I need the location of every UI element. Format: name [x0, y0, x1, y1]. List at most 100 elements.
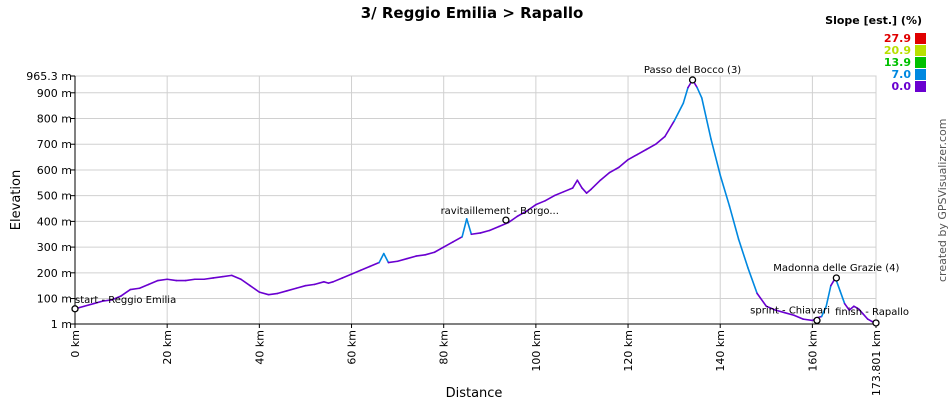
elevation-segment: [507, 215, 519, 224]
elevation-segment: [765, 305, 777, 311]
elevation-segment: [608, 166, 620, 174]
elevation-segment: [756, 292, 768, 308]
legend-value: 0.0: [892, 80, 912, 93]
elevation-segment: [286, 287, 298, 292]
waypoint-label: ravitaillement - Borgo...: [441, 206, 559, 217]
elevation-series: [74, 79, 877, 324]
legend-swatch: [915, 33, 926, 44]
x-tick-label: 160 km: [806, 330, 819, 372]
elevation-segment: [157, 278, 168, 282]
waypoint-marker: [872, 319, 880, 327]
x-tick-label: 100 km: [530, 330, 543, 372]
elevation-segment: [737, 238, 749, 269]
elevation-segment: [793, 314, 804, 320]
y-axis-title: Elevation: [9, 170, 24, 230]
y-tick-label: 300 m: [37, 241, 72, 254]
elevation-segment: [576, 179, 583, 189]
elevation-segment: [488, 225, 500, 232]
elevation-segment: [203, 277, 215, 281]
y-tick-label: 500 m: [37, 190, 72, 203]
elevation-segment: [83, 302, 95, 308]
elevation-segment: [571, 179, 579, 189]
legend-title: Slope [est.] (%): [825, 14, 922, 27]
elevation-segment: [599, 171, 611, 182]
y-tick-label: 100 m: [37, 293, 72, 306]
x-tick-label: 173.801 km: [870, 330, 883, 396]
elevation-segment: [802, 318, 814, 322]
y-tick-label: 1 m: [51, 318, 72, 331]
elevation-segment: [825, 284, 832, 308]
elevation-segment: [553, 191, 565, 197]
elevation-segment: [378, 252, 385, 264]
elevation-segment: [728, 205, 740, 241]
legend-value: 7.0: [892, 68, 912, 81]
elevation-segment: [221, 274, 233, 278]
waypoint-label: start - Reggio Emilia: [75, 295, 176, 306]
elevation-segment: [696, 86, 703, 99]
legend-value: 20.9: [884, 44, 911, 57]
elevation-segment: [341, 273, 353, 279]
elevation-segment: [212, 275, 224, 279]
elevation-segment: [452, 236, 463, 243]
elevation-segment: [406, 255, 417, 260]
x-tick-label: 80 km: [438, 330, 451, 365]
legend-swatch: [915, 81, 926, 92]
elevation-segment: [295, 284, 307, 290]
elevation-segment: [230, 274, 242, 281]
elevation-segment: [276, 290, 288, 295]
legend-swatch: [915, 45, 926, 56]
elevation-segment: [866, 318, 874, 323]
x-axis-title: Distance: [446, 386, 503, 400]
elevation-segment: [396, 257, 408, 263]
elevation-segment: [184, 278, 196, 282]
x-tick-label: 120 km: [622, 330, 635, 372]
chart-title: 3/ Reggio Emilia > Rapallo: [361, 4, 584, 22]
elevation-segment: [129, 287, 141, 291]
plot-area: [74, 75, 877, 325]
waypoint-marker: [832, 274, 841, 282]
elevation-segment: [369, 261, 380, 268]
legend-value: 13.9: [884, 56, 911, 69]
y-tick-label: 200 m: [37, 267, 72, 280]
waypoint-label: Passo del Bocco (3): [644, 65, 741, 76]
elevation-segment: [382, 252, 390, 264]
elevation-segment: [673, 102, 685, 122]
elevation-segment: [562, 187, 574, 193]
elevation-segment: [101, 299, 113, 302]
y-tick-label: 965.3 m: [26, 70, 72, 83]
elevation-segment: [590, 179, 602, 191]
elevation-segment: [138, 283, 150, 290]
elevation-segment: [585, 188, 592, 194]
y-tick-label: 700 m: [37, 138, 72, 151]
elevation-segment: [461, 218, 468, 238]
legend-swatch: [915, 69, 926, 80]
waypoint-marker: [813, 316, 821, 325]
elevation-segment: [433, 246, 445, 254]
elevation-segment: [848, 305, 855, 311]
elevation-segment: [654, 135, 666, 146]
elevation-segment: [839, 290, 846, 305]
elevation-segment: [857, 308, 864, 315]
x-tick-label: 40 km: [253, 330, 266, 365]
elevation-segment: [682, 86, 689, 104]
y-tick-label: 900 m: [37, 87, 72, 100]
elevation-segment: [581, 187, 588, 194]
elevation-segment: [359, 265, 371, 272]
grid-lines: [74, 75, 877, 325]
slope-legend: Slope [est.] (%) 27.920.913.97.00.0: [825, 14, 926, 93]
elevation-segment: [350, 269, 362, 275]
elevation-segment: [783, 311, 795, 317]
elevation-segment: [304, 283, 316, 287]
elevation-segment: [387, 260, 399, 264]
elevation-segment: [645, 143, 657, 151]
elevation-segment: [92, 300, 104, 305]
elevation-segment: [166, 278, 178, 282]
elevation-segment: [249, 284, 261, 293]
elevation-segment: [820, 305, 828, 318]
waypoint-marker: [502, 216, 510, 224]
elevation-segment: [465, 218, 473, 236]
waypoint-marker: [71, 305, 79, 313]
elevation-segment: [120, 288, 132, 297]
elevation-segment: [862, 313, 869, 320]
elevation-segment: [267, 292, 279, 296]
